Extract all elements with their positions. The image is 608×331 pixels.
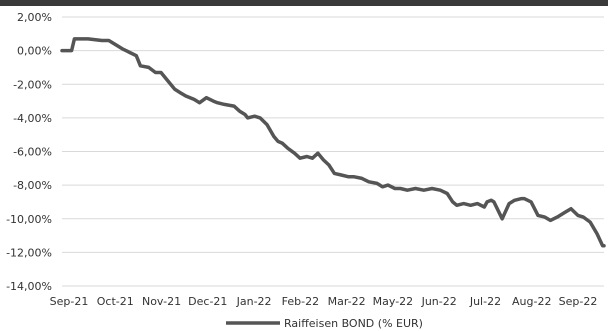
legend: Raiffeisen BOND (% EUR): [226, 317, 423, 330]
y-tick-label: -14,00%: [6, 280, 52, 293]
legend-label: Raiffeisen BOND (% EUR): [284, 317, 423, 330]
x-tick-label: Jul-22: [469, 295, 501, 308]
x-tick-label: May-22: [373, 295, 414, 308]
y-tick-label: -6,00%: [13, 146, 52, 159]
series-line: [60, 37, 606, 248]
y-tick-label: -10,00%: [6, 213, 52, 226]
x-axis-ticks: Sep-21 Oct-21 Nov-21 Dec-21 Jan-22 Feb-22 Mar-…: [50, 295, 598, 308]
series-group: [60, 37, 606, 248]
x-tick-label: Jun-22: [421, 295, 457, 308]
x-tick-label: Jan-22: [236, 295, 272, 308]
x-tick-label: Feb-22: [282, 295, 319, 308]
x-tick-label: Dec-21: [188, 295, 227, 308]
top-band: [0, 0, 608, 6]
x-tick-label: Sep-21: [50, 295, 89, 308]
y-tick-label: 0,00%: [17, 45, 52, 58]
x-tick-label: Mar-22: [328, 295, 366, 308]
y-tick-label: 2,00%: [17, 11, 52, 24]
x-tick-label: Nov-21: [142, 295, 181, 308]
y-tick-label: -2,00%: [13, 78, 52, 91]
x-tick-label: Aug-22: [512, 295, 551, 308]
y-tick-label: -12,00%: [6, 246, 52, 259]
y-tick-label: -8,00%: [13, 179, 52, 192]
x-tick-label: Oct-21: [97, 295, 134, 308]
x-tick-label: Sep-22: [559, 295, 598, 308]
y-axis-ticks: 2,00% 0,00% -2,00% -4,00% -6,00% -8,00% -10,00…: [6, 11, 52, 293]
y-tick-label: -4,00%: [13, 112, 52, 125]
gridlines: [62, 16, 604, 287]
